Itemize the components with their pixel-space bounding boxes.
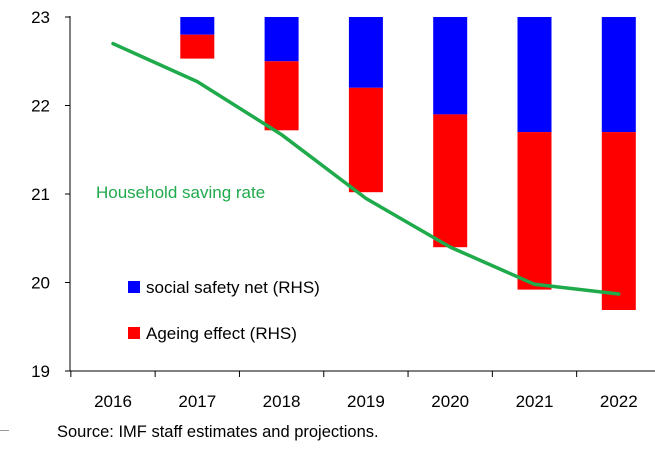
x-tick-label-2022: 2022 [600, 392, 638, 411]
bar-safety-net-2018 [264, 17, 299, 62]
bar-ageing-2018 [264, 61, 299, 131]
y-tick-label-20: 20 [31, 274, 50, 293]
x-tick-label-2021: 2021 [516, 392, 554, 411]
legend-item-ageing-swatch [128, 327, 140, 339]
legend: social safety net (RHS) Ageing effect (RH… [128, 278, 320, 343]
divider-stub [0, 430, 9, 431]
bar-ageing-2021 [517, 132, 552, 290]
legend-item-safety-net-swatch [128, 281, 140, 293]
x-tick-label-2017: 2017 [178, 392, 216, 411]
bar-ageing-2020 [433, 114, 468, 248]
x-tick-label-2018: 2018 [263, 392, 301, 411]
bar-ageing-2019 [348, 87, 383, 193]
x-tick-label-2020: 2020 [431, 392, 469, 411]
axes-layer [65, 16, 655, 377]
bar-ageing-2022 [601, 132, 636, 310]
x-tick-label-2019: 2019 [347, 392, 385, 411]
source-note: Source: IMF staff estimates and projecti… [57, 423, 379, 441]
line-household-saving-rate [111, 41, 621, 296]
annotation-household-saving-rate: Household saving rate [96, 183, 265, 202]
bar-ageing-2017 [180, 34, 215, 59]
bar-safety-net-2017 [180, 17, 215, 35]
line-layer [111, 41, 621, 296]
bar-safety-net-2019 [348, 17, 383, 88]
y-tick-label-21: 21 [31, 185, 50, 204]
x-tick-label-2016: 2016 [94, 392, 132, 411]
y-tick-label-23: 23 [31, 8, 50, 27]
bars-layer [180, 17, 636, 310]
bar-safety-net-2021 [517, 17, 552, 133]
y-tick-label-22: 22 [31, 97, 50, 116]
legend-item-ageing-label: Ageing effect (RHS) [146, 324, 297, 343]
bar-safety-net-2022 [601, 17, 636, 133]
bar-safety-net-2020 [433, 17, 468, 115]
legend-item-safety-net-label: social safety net (RHS) [146, 278, 320, 297]
y-tick-label-19: 19 [31, 362, 50, 381]
